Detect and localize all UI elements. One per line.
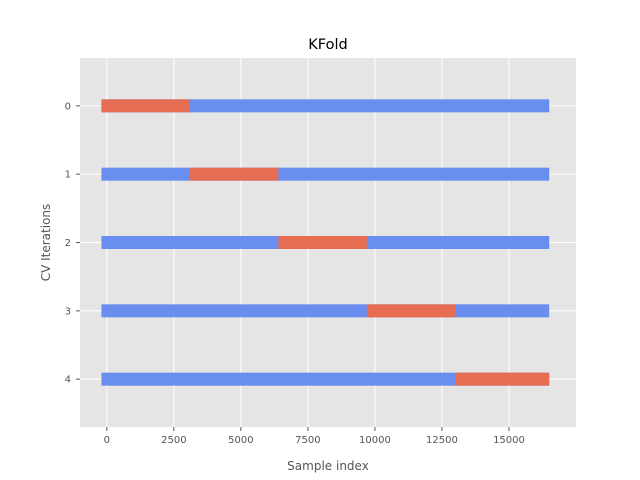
y-tick-label: 3 xyxy=(65,306,71,317)
x-tick-label: 10000 xyxy=(359,435,391,446)
x-tick-label: 2500 xyxy=(161,435,186,446)
train-segment xyxy=(101,167,550,181)
test-segment xyxy=(101,99,190,113)
y-tick-label: 4 xyxy=(65,375,71,386)
bars-group xyxy=(101,99,550,386)
x-axis-label: Sample index xyxy=(287,459,369,473)
y-tick-label: 0 xyxy=(65,101,71,112)
y-axis-label: CV Iterations xyxy=(39,204,53,282)
train-segment xyxy=(101,304,550,318)
train-segment xyxy=(101,372,550,386)
y-tick-label: 1 xyxy=(65,170,71,181)
x-axis-ticks: 0 2500 5000 7500 10000 12500 15000 xyxy=(104,427,525,446)
train-segment xyxy=(101,99,550,113)
test-segment xyxy=(278,236,367,249)
x-tick-label: 7500 xyxy=(295,435,320,446)
test-segment xyxy=(366,304,456,318)
x-tick-label: 5000 xyxy=(228,435,253,446)
y-axis-ticks: 0 1 2 3 4 xyxy=(65,101,80,386)
test-segment xyxy=(455,372,550,386)
test-segment xyxy=(189,167,279,181)
chart-title: KFold xyxy=(308,37,347,53)
x-tick-label: 0 xyxy=(104,435,110,446)
x-tick-label: 15000 xyxy=(493,435,525,446)
x-tick-label: 12500 xyxy=(426,435,458,446)
y-tick-label: 2 xyxy=(65,238,71,249)
